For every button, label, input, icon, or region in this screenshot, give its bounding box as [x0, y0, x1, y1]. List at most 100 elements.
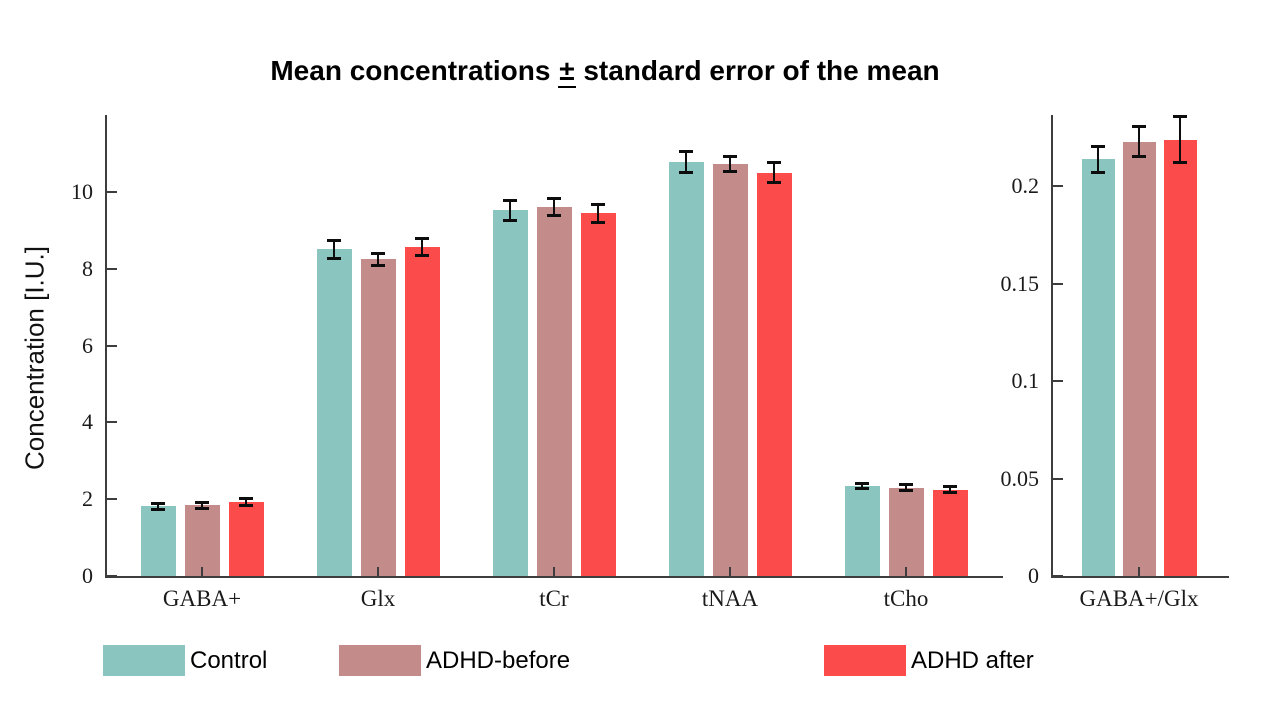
error-bar-cap-top: [767, 161, 781, 165]
error-bar-stem: [377, 252, 379, 266]
legend-label: ADHD-before: [426, 646, 571, 674]
bar-adhd-before-glx: [360, 259, 396, 576]
x-tick-mark: [729, 567, 731, 576]
error-bar-cap-top: [679, 150, 693, 154]
y-tick-label: 4: [82, 409, 93, 435]
error-bar-stem: [1097, 145, 1099, 173]
y-tick-label: 0.2: [1011, 173, 1040, 199]
error-bar-cap-bottom: [371, 263, 385, 267]
error-bar-cap-bottom: [899, 489, 913, 493]
bar-adhd-after-gabaglx: [1163, 139, 1197, 576]
error-bar-cap-top: [503, 198, 517, 202]
bar-adhd-after-tcho: [932, 489, 968, 576]
error-bar-cap-bottom: [327, 257, 341, 261]
error-bar-cap-bottom: [151, 507, 165, 511]
y-tick-label: 2: [82, 486, 93, 512]
y-tick-label: 6: [82, 332, 93, 358]
error-bar-stem: [157, 503, 159, 510]
x-tick-mark: [905, 567, 907, 576]
chart-title-post: standard error of the mean: [575, 55, 940, 86]
error-bar-cap-bottom: [1173, 161, 1187, 165]
y-tick-label: 10: [71, 178, 93, 204]
y-tick-mark: [107, 190, 117, 193]
error-bar-cap-top: [327, 238, 341, 242]
error-bar-cap-top: [415, 236, 429, 240]
x-tick-label: GABA+/Glx: [1079, 586, 1199, 611]
y-tick-mark: [107, 575, 117, 577]
error-bar-stem: [245, 498, 247, 507]
bar-adhd-before-gabaglx: [1122, 141, 1156, 576]
error-bar-stem: [1179, 116, 1181, 164]
error-bar-stem: [597, 203, 599, 223]
error-bar-stem: [685, 151, 687, 173]
legend-label: ADHD after: [911, 646, 1034, 674]
error-bar-cap-top: [371, 251, 385, 255]
y-tick-mark: [1053, 477, 1063, 480]
x-tick-mark: [553, 567, 555, 576]
error-bar-stem: [553, 197, 555, 217]
x-tick-mark: [201, 567, 203, 576]
error-bar-cap-bottom: [943, 490, 957, 494]
error-bar-stem: [509, 199, 511, 222]
x-tick-label: tNAA: [701, 586, 759, 611]
legend-label: Control: [190, 646, 268, 674]
error-bar-cap-bottom: [1132, 155, 1146, 159]
y-tick-mark: [107, 344, 117, 347]
error-bar-cap-bottom: [415, 254, 429, 258]
y-tick-mark: [1053, 282, 1063, 285]
error-bar-cap-top: [1132, 125, 1146, 129]
x-tick-mark: [377, 567, 379, 576]
bar-control-gaba: [140, 506, 176, 576]
bar-control-tnaa: [668, 161, 704, 576]
error-bar-stem: [729, 156, 731, 172]
x-tick-mark: [1138, 567, 1140, 576]
legend-swatch: [339, 645, 421, 676]
error-bar-cap-top: [1091, 144, 1105, 148]
bar-control-glx: [316, 249, 352, 576]
error-bar-cap-bottom: [547, 214, 561, 218]
y-tick-label: 0.15: [1000, 270, 1040, 296]
y-tick-mark: [1053, 575, 1063, 577]
error-bar-cap-bottom: [503, 219, 517, 223]
error-bar-cap-bottom: [1091, 170, 1105, 174]
error-bar-cap-top: [899, 483, 913, 487]
error-bar-cap-top: [1173, 115, 1187, 119]
bar-adhd-before-tnaa: [712, 164, 748, 576]
error-bar-stem: [201, 501, 203, 509]
x-axis: [1051, 576, 1229, 578]
y-axis: [1051, 115, 1053, 578]
right-subplot: 0 0.05 0.1 0.15 0.2 GABA+/Glx: [1001, 115, 1229, 611]
y-tick-mark: [1053, 185, 1063, 188]
error-bar-cap-top: [151, 502, 165, 506]
bar-adhd-after-gaba: [228, 502, 264, 576]
error-bar-stem: [773, 162, 775, 183]
error-bar-cap-bottom: [767, 180, 781, 184]
plus-minus-symbol: ±: [558, 55, 576, 88]
x-tick-label: Glx: [360, 586, 396, 611]
error-bar-cap-top: [855, 481, 869, 485]
bar-adhd-before-tcho: [888, 487, 924, 576]
bar-adhd-before-tcr: [536, 207, 572, 576]
y-tick-mark: [107, 421, 117, 424]
bar-adhd-after-tcr: [580, 213, 616, 576]
bar-control-tcho: [844, 485, 880, 576]
chart-title-pre: Mean concentrations: [270, 55, 559, 86]
error-bar-cap-top: [723, 155, 737, 159]
left-subplot: 0 2 4 6 8 10 GABA+ Glx tCr tNAA tCho: [71, 115, 1003, 611]
legend-swatch: [103, 645, 185, 676]
y-tick-mark: [1053, 380, 1063, 383]
error-bar-cap-bottom: [679, 170, 693, 174]
error-bar-stem: [1138, 126, 1140, 158]
y-tick-label: 0.1: [1011, 368, 1040, 394]
bar-control-tcr: [492, 210, 528, 576]
y-tick-label: 8: [82, 255, 93, 281]
error-bar-cap-top: [943, 485, 957, 489]
legend-swatch: [824, 645, 906, 676]
x-tick-label: tCr: [539, 586, 569, 611]
error-bar-stem: [861, 482, 863, 489]
x-tick-label: GABA+: [162, 586, 242, 611]
bar-adhd-after-glx: [404, 247, 440, 576]
y-axis: [105, 115, 107, 578]
error-bar-stem: [421, 237, 423, 257]
